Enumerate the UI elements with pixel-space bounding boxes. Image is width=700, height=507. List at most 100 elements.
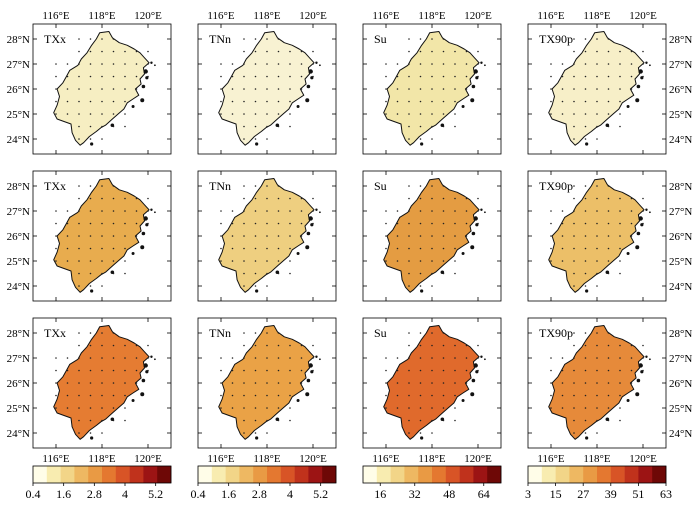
significance-dot <box>266 88 268 90</box>
significance-dot <box>124 197 126 200</box>
colorbar-bin <box>225 466 240 483</box>
island-marker <box>306 231 311 236</box>
island-marker <box>141 378 146 383</box>
significance-dot <box>101 419 103 422</box>
significance-dot <box>584 235 587 237</box>
significance-dot <box>550 382 552 384</box>
significance-dot <box>66 260 69 262</box>
significance-dot <box>220 382 222 384</box>
significance-dot <box>78 235 80 237</box>
significance-dot <box>573 113 575 115</box>
significance-dot <box>277 50 280 53</box>
significance-dot <box>55 210 57 212</box>
significance-dot <box>277 210 280 212</box>
map-panel-r3-tx90p: TX90p 116°E 118°E 120°E 28°N 27°N 26°N 25°N 24°N <box>527 317 692 465</box>
significance-dot <box>220 394 222 397</box>
significance-dot <box>277 88 280 90</box>
significance-dot <box>312 75 314 78</box>
significance-dot <box>396 369 399 372</box>
significance-dot <box>101 113 103 115</box>
significance-dot <box>89 407 92 409</box>
significance-dot <box>596 210 598 212</box>
significance-dot <box>607 63 610 65</box>
map-panel-r3-txx: TXx 116°E 118°E 120°E 28°N 27°N 26°N 25°N 24°N <box>7 317 172 465</box>
significance-dot <box>419 38 422 40</box>
significance-dot <box>289 394 291 397</box>
significance-dot <box>101 50 103 53</box>
significance-dot <box>385 88 387 90</box>
significance-dot <box>550 113 552 115</box>
significance-dot <box>124 100 126 103</box>
island-marker <box>473 363 478 368</box>
significance-dot <box>408 285 410 287</box>
significance-dot <box>573 50 575 53</box>
significance-dot <box>101 63 103 65</box>
panel-index-label: TNn <box>209 179 231 193</box>
significance-dot <box>408 382 410 384</box>
significance-dot <box>243 272 245 275</box>
significance-dot <box>573 75 575 78</box>
significance-dot <box>408 185 410 187</box>
island-marker <box>471 231 476 236</box>
island-marker <box>90 289 94 293</box>
significance-dot <box>431 369 433 372</box>
significance-dot <box>630 382 633 384</box>
significance-dot <box>619 394 621 397</box>
significance-dot <box>431 222 433 225</box>
significance-dot <box>101 210 103 212</box>
island-marker <box>638 216 643 221</box>
lat-tick-label: 25°N <box>7 256 30 268</box>
significance-dot <box>619 272 621 275</box>
significance-dot <box>266 100 268 103</box>
significance-dot <box>55 222 57 225</box>
significance-dot <box>619 113 621 115</box>
island-marker <box>306 84 311 89</box>
island-marker <box>319 358 321 361</box>
significance-dot <box>630 50 633 53</box>
island-marker <box>296 105 300 108</box>
significance-dot <box>431 138 433 140</box>
significance-dot <box>619 210 621 212</box>
significance-dot <box>289 382 291 384</box>
significance-dot <box>124 357 126 359</box>
province-region <box>548 31 645 146</box>
island-marker <box>471 378 476 383</box>
island-marker <box>140 245 145 250</box>
significance-dot <box>300 382 303 384</box>
significance-dot <box>561 88 564 90</box>
significance-dot <box>78 38 80 40</box>
colorbar-bin <box>569 466 584 483</box>
significance-dot <box>431 113 433 115</box>
significance-dot <box>243 113 245 115</box>
significance-dot <box>607 197 610 200</box>
significance-dot <box>454 407 456 409</box>
significance-dot <box>243 344 245 347</box>
island-marker <box>131 252 135 255</box>
significance-dot <box>243 210 245 212</box>
island-marker <box>473 216 478 221</box>
significance-dot <box>642 210 644 212</box>
significance-dot <box>642 75 644 78</box>
significance-dot <box>454 382 456 384</box>
significance-dot <box>607 210 610 212</box>
colorbar-tnn: 0.4 1.6 2.8 4 5.2 <box>191 465 337 501</box>
colorbar-bin <box>418 466 433 483</box>
significance-dot <box>112 344 115 347</box>
significance-dot <box>477 222 479 225</box>
significance-dot <box>78 407 80 409</box>
island-marker <box>315 208 318 211</box>
significance-dot <box>442 272 445 275</box>
significance-dot <box>112 125 115 128</box>
colorbar-frame <box>527 465 667 484</box>
significance-dot <box>101 247 103 250</box>
significance-dot <box>266 222 268 225</box>
significance-dot <box>584 369 587 372</box>
significance-dot <box>431 407 433 409</box>
significance-dot <box>124 63 126 65</box>
significance-dot <box>550 394 552 397</box>
colorbar-tick-label: 1.6 <box>221 487 236 501</box>
significance-dot <box>101 432 103 434</box>
significance-dot <box>78 75 80 78</box>
colorbar-bin <box>46 466 61 483</box>
significance-dot <box>442 382 445 384</box>
